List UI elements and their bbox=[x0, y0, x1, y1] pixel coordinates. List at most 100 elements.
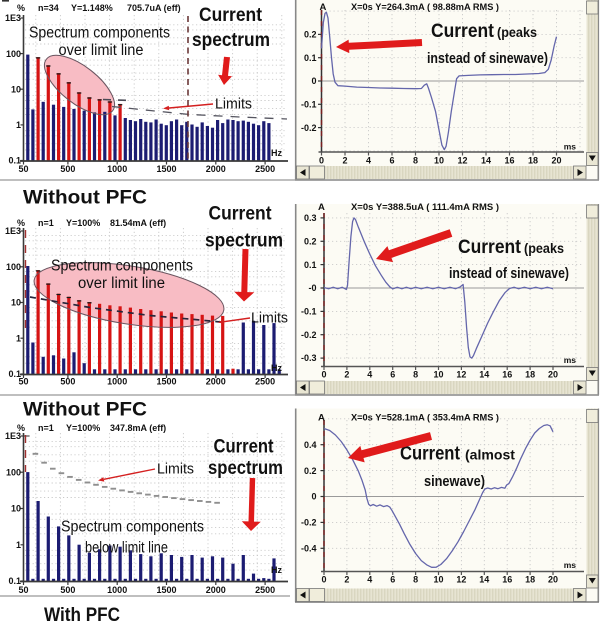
svg-text:X=0s Y=264.3mA ( 98.88mA RMS: X=0s Y=264.3mA ( 98.88mA RMS ) bbox=[351, 2, 499, 12]
svg-text:2: 2 bbox=[344, 575, 349, 585]
svg-text:A: A bbox=[318, 202, 325, 213]
svg-text:0: 0 bbox=[321, 370, 326, 380]
svg-text:0: 0 bbox=[319, 156, 324, 166]
svg-text:0.2: 0.2 bbox=[304, 237, 317, 247]
svg-text:500: 500 bbox=[60, 164, 75, 174]
svg-text:-0.4: -0.4 bbox=[301, 544, 317, 554]
svg-text:Spectrum components: Spectrum components bbox=[51, 258, 193, 275]
svg-text:n=34: n=34 bbox=[38, 3, 59, 13]
svg-text:6: 6 bbox=[390, 575, 395, 585]
svg-text:0.3: 0.3 bbox=[304, 213, 317, 223]
svg-text:-0.2: -0.2 bbox=[301, 330, 317, 340]
svg-text:12: 12 bbox=[456, 575, 466, 585]
svg-text:1500: 1500 bbox=[156, 377, 176, 387]
svg-text:0: 0 bbox=[311, 76, 316, 86]
svg-text:instead of sinewave): instead of sinewave) bbox=[449, 265, 569, 282]
svg-text:n=1: n=1 bbox=[38, 423, 54, 433]
svg-text:10: 10 bbox=[433, 370, 443, 380]
svg-text:16: 16 bbox=[502, 370, 512, 380]
svg-text:Limits: Limits bbox=[215, 97, 252, 113]
svg-text:ms: ms bbox=[564, 355, 577, 365]
svg-text:16: 16 bbox=[504, 156, 514, 166]
svg-text:500: 500 bbox=[60, 377, 75, 387]
svg-text:(peaks: (peaks bbox=[497, 24, 537, 40]
svg-text:10: 10 bbox=[434, 156, 444, 166]
svg-text:-0: -0 bbox=[308, 283, 316, 293]
svg-text:2: 2 bbox=[342, 156, 347, 166]
svg-text:A: A bbox=[320, 2, 327, 13]
svg-text:705.7uA (eff): 705.7uA (eff) bbox=[127, 3, 181, 13]
svg-text:ms: ms bbox=[564, 142, 577, 152]
svg-text:Current: Current bbox=[400, 444, 461, 465]
svg-text:-0.1: -0.1 bbox=[301, 100, 317, 110]
svg-text:2000: 2000 bbox=[206, 164, 226, 174]
svg-text:14: 14 bbox=[481, 156, 491, 166]
svg-text:8: 8 bbox=[413, 575, 418, 585]
svg-text:Spectrum components: Spectrum components bbox=[29, 25, 170, 42]
svg-text:Limits: Limits bbox=[157, 462, 194, 478]
svg-text:100: 100 bbox=[6, 467, 21, 477]
svg-text:spectrum: spectrum bbox=[208, 457, 283, 479]
svg-text:ms: ms bbox=[564, 560, 577, 570]
svg-text:100: 100 bbox=[6, 49, 21, 59]
svg-text:0.1: 0.1 bbox=[304, 53, 317, 63]
svg-text:18: 18 bbox=[525, 370, 535, 380]
svg-text:2500: 2500 bbox=[255, 164, 275, 174]
svg-text:18: 18 bbox=[528, 156, 538, 166]
svg-text:8: 8 bbox=[413, 156, 418, 166]
svg-text:1500: 1500 bbox=[156, 585, 176, 595]
svg-text:Current: Current bbox=[458, 237, 522, 258]
svg-text:1500: 1500 bbox=[156, 164, 176, 174]
svg-text:Y=100%: Y=100% bbox=[66, 218, 100, 228]
svg-text:4: 4 bbox=[367, 370, 372, 380]
svg-text:0.2: 0.2 bbox=[304, 466, 317, 476]
svg-text:8: 8 bbox=[413, 370, 418, 380]
svg-text:0.1: 0.1 bbox=[8, 576, 21, 586]
svg-text:X=0s Y=388.5uA ( 111.4mA RMS: X=0s Y=388.5uA ( 111.4mA RMS ) bbox=[351, 202, 499, 212]
svg-text:0.4: 0.4 bbox=[304, 440, 317, 450]
svg-text:With PFC: With PFC bbox=[44, 605, 120, 626]
svg-text:20: 20 bbox=[548, 575, 558, 585]
svg-text:spectrum: spectrum bbox=[205, 230, 283, 252]
svg-text:Current: Current bbox=[431, 21, 495, 42]
svg-text:347.8mA (eff): 347.8mA (eff) bbox=[110, 423, 166, 433]
svg-text:over limit line: over limit line bbox=[59, 42, 144, 59]
svg-text:0.1: 0.1 bbox=[304, 260, 317, 270]
svg-text:6: 6 bbox=[389, 156, 394, 166]
svg-text:50: 50 bbox=[18, 377, 28, 387]
svg-text:1000: 1000 bbox=[107, 377, 127, 387]
svg-text:Hz: Hz bbox=[271, 363, 282, 373]
svg-text:1E3: 1E3 bbox=[5, 13, 21, 23]
svg-text:X=0s Y=528.1mA ( 353.4mA RMS: X=0s Y=528.1mA ( 353.4mA RMS ) bbox=[351, 413, 499, 423]
svg-text:1000: 1000 bbox=[107, 585, 127, 595]
svg-text:spectrum: spectrum bbox=[192, 29, 270, 51]
svg-text:Current: Current bbox=[199, 4, 262, 26]
svg-text:4: 4 bbox=[367, 575, 372, 585]
svg-text:1: 1 bbox=[16, 120, 21, 130]
svg-text:12: 12 bbox=[456, 370, 466, 380]
svg-text:%: % bbox=[17, 218, 25, 228]
svg-text:100: 100 bbox=[6, 262, 21, 272]
svg-text:instead of sinewave): instead of sinewave) bbox=[427, 50, 548, 67]
svg-text:Current: Current bbox=[214, 436, 274, 458]
svg-text:14: 14 bbox=[479, 370, 489, 380]
svg-text:50: 50 bbox=[18, 585, 28, 595]
svg-text:2: 2 bbox=[344, 370, 349, 380]
svg-text:10: 10 bbox=[11, 504, 21, 514]
svg-text:20: 20 bbox=[548, 370, 558, 380]
svg-text:1: 1 bbox=[16, 333, 21, 343]
svg-text:18: 18 bbox=[525, 575, 535, 585]
svg-text:-0.2: -0.2 bbox=[301, 518, 317, 528]
svg-text:20: 20 bbox=[551, 156, 561, 166]
svg-text:%: % bbox=[17, 423, 25, 433]
svg-text:12: 12 bbox=[457, 156, 467, 166]
svg-text:-0.2: -0.2 bbox=[301, 123, 317, 133]
svg-text:-0.1: -0.1 bbox=[301, 307, 317, 317]
svg-text:2000: 2000 bbox=[206, 377, 226, 387]
svg-text:Limits: Limits bbox=[251, 311, 288, 327]
svg-text:0: 0 bbox=[321, 575, 326, 585]
svg-text:10: 10 bbox=[11, 298, 21, 308]
svg-text:1E3: 1E3 bbox=[5, 226, 21, 236]
svg-text:Y=100%: Y=100% bbox=[66, 423, 100, 433]
svg-text:50: 50 bbox=[18, 164, 28, 174]
